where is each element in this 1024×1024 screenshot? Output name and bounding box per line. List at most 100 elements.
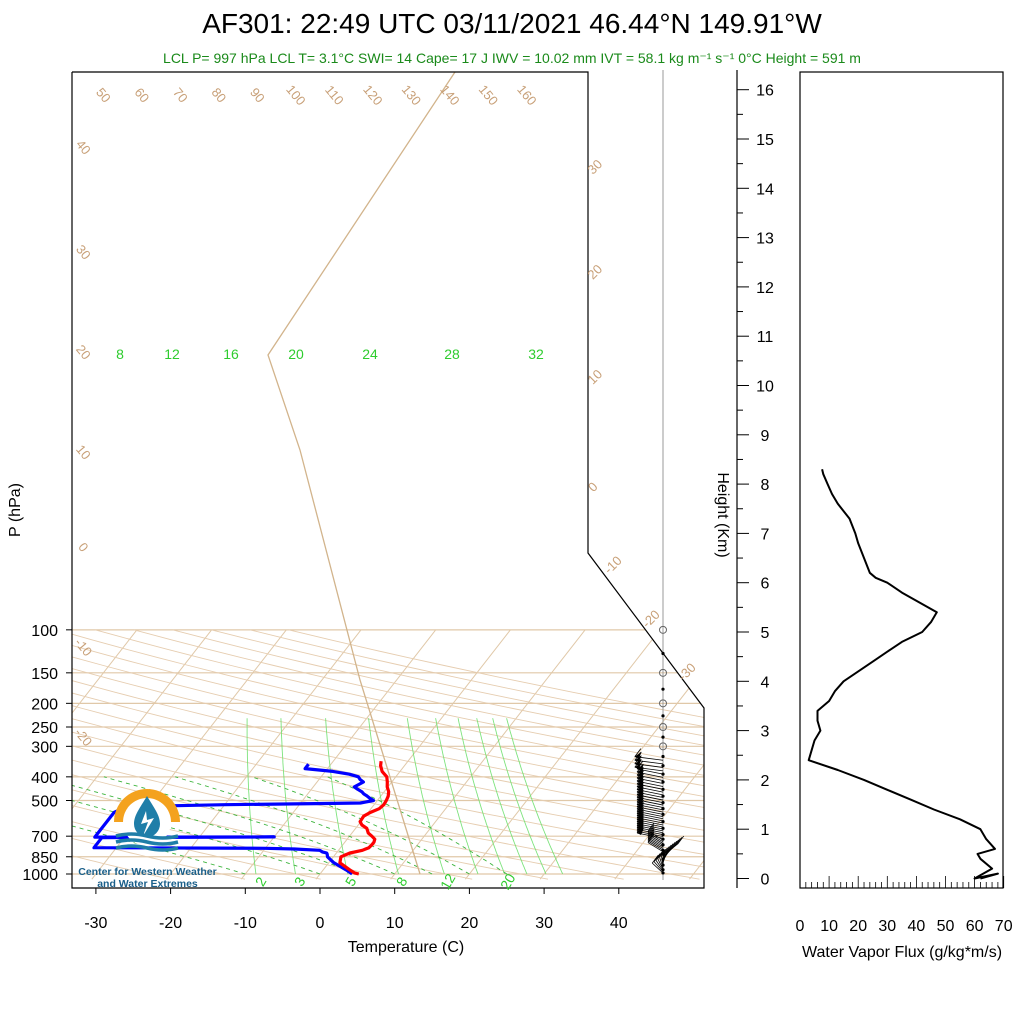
mixing-ratio-line [280, 718, 296, 875]
isotherm-label: 10 [73, 442, 94, 463]
dry-adiabat-line [72, 629, 397, 880]
height-tick-label: 9 [761, 428, 770, 445]
wvf-axis-label: Water Vapor Flux (g/kg*m/s) [802, 944, 1002, 961]
wind-barb-feather [675, 837, 683, 846]
dry-adiabat-line [72, 629, 473, 880]
wind-barb [659, 857, 664, 868]
mixing-ratio-label: 12 [437, 871, 459, 893]
mixing-ratio-label: 8 [116, 346, 124, 362]
wvf-tick-label: 50 [937, 918, 955, 935]
y-tick-label: 400 [31, 770, 58, 787]
wind-level-dot [661, 812, 665, 816]
dry-adiabat-line [72, 629, 704, 880]
temperature-profile-line [338, 761, 391, 876]
mixing-ratio-line [368, 718, 399, 875]
logo-bolt [141, 811, 154, 836]
wind-barb [634, 766, 664, 772]
isotherm-line [240, 629, 437, 880]
y-tick-label: 100 [31, 623, 58, 640]
wind-calm-circle [659, 723, 667, 731]
isotherm-label: -30 [675, 660, 699, 684]
wind-level-dot [661, 764, 665, 768]
isotherm-label: -20 [639, 607, 663, 631]
y-tick-label: 150 [31, 666, 58, 683]
mixing-ratio-line [476, 718, 528, 875]
mixing-ratio-line [435, 718, 479, 875]
y-tick-label: 200 [31, 696, 58, 713]
wind-barb [634, 763, 664, 768]
height-tick-label: 4 [761, 674, 770, 691]
isotherm-label: 160 [514, 82, 539, 108]
wind-barb-flag [634, 762, 642, 770]
moist-adiabat-line [327, 776, 508, 875]
wind-barb [653, 861, 664, 872]
isotherm-label: 0 [585, 479, 601, 495]
height-tick-label: 15 [756, 132, 774, 149]
mixing-ratio-label: 8 [393, 874, 411, 889]
wind-barb-feather [664, 844, 672, 854]
x-tick-label: 0 [316, 915, 325, 932]
height-axis-label: Height (Km) [714, 472, 731, 557]
isotherm-label: -10 [601, 553, 625, 577]
mixing-ratio-label: 5 [342, 874, 360, 889]
dry-adiabat-line [72, 629, 704, 880]
wind-barb-feather [655, 851, 663, 861]
y-axis-label: P (hPa) [7, 483, 24, 537]
height-tick-label: 5 [761, 625, 770, 642]
isotherm-line [539, 629, 704, 880]
wind-barb [647, 835, 664, 846]
isotherm-label: 80 [209, 85, 230, 106]
wind-barb-feather [657, 850, 665, 859]
wind-level-dot [661, 687, 665, 691]
wind-level-dot [661, 754, 665, 759]
isotherm-line [390, 629, 586, 880]
isotherm-line [764, 630, 958, 879]
logo-wave [115, 838, 179, 846]
mixing-ratio-label: 2 [252, 874, 270, 889]
isotherm-label: 130 [399, 82, 424, 108]
chart-title: AF301: 22:49 UTC 03/11/2021 46.44°N 149.… [202, 8, 822, 39]
x-tick-label: -20 [159, 915, 182, 932]
height-tick-label: 2 [761, 773, 770, 790]
isotherm-label: 90 [247, 85, 268, 106]
dry-adiabat-line [72, 629, 321, 880]
dry-adiabat-line [72, 629, 246, 880]
height-tick-label: 12 [756, 280, 774, 297]
isotherm-label: -10 [72, 635, 96, 659]
x-tick-label: 10 [386, 915, 404, 932]
moist-adiabat-line [175, 776, 433, 875]
isotherm-label: 40 [73, 137, 94, 158]
wind-calm-circle [659, 742, 667, 751]
isotherm-label: 0 [75, 540, 91, 555]
height-tick-label: 8 [761, 477, 770, 494]
mixing-ratio-label: 20 [288, 346, 304, 362]
x-axis-label: Temperature (C) [348, 939, 464, 956]
wind-barb-feather [634, 748, 642, 757]
dry-adiabat-line [72, 629, 704, 880]
dry-adiabat-line [133, 629, 704, 880]
isotherm-label: 100 [283, 82, 308, 108]
wvf-tick-label: 70 [995, 918, 1013, 935]
wind-level-dot [661, 833, 665, 837]
moist-adiabat-line [72, 776, 321, 875]
wind-barb [655, 859, 664, 871]
wind-barb-feather [653, 853, 661, 862]
mixing-ratio-line [457, 718, 506, 875]
logo-caption-line1: Center for Western Weather [78, 866, 217, 878]
wvf-tick-label: 40 [908, 918, 926, 935]
height-tick-label: 7 [761, 526, 770, 543]
dry-adiabat-line [72, 629, 704, 880]
dry-adiabat-line [94, 629, 704, 880]
wvf-frame [799, 71, 1004, 889]
mixing-ratio-label: 16 [223, 346, 239, 362]
wind-barb [634, 756, 664, 761]
isotherm-line [72, 629, 213, 880]
wind-barb-flag [634, 751, 642, 759]
mixing-ratio-line [325, 718, 349, 875]
parcel-path-line [267, 72, 456, 875]
isotherm-label: 120 [360, 82, 385, 108]
height-tick-label: 11 [757, 329, 774, 346]
wind-calm-circle [659, 625, 667, 634]
logo-caption: Center for Western Weather and Water Ext… [70, 866, 225, 890]
